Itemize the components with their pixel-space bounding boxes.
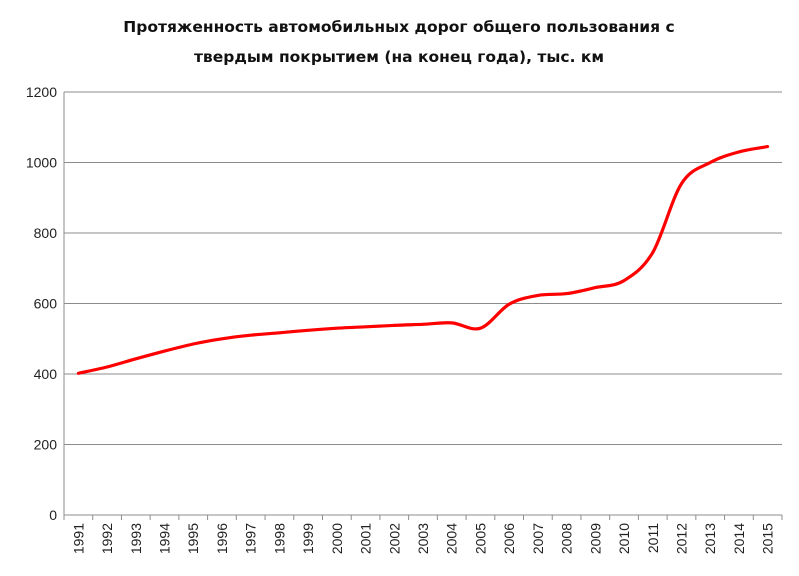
x-tick-label: 2008 xyxy=(559,523,575,554)
y-tick-label: 400 xyxy=(34,366,58,382)
y-tick-label: 200 xyxy=(34,437,58,453)
x-tick-label: 2009 xyxy=(587,523,603,554)
x-tick-label: 1999 xyxy=(300,523,316,554)
y-tick-label: 1200 xyxy=(26,84,57,100)
x-tick-label: 2010 xyxy=(616,523,632,554)
x-tick-label: 2005 xyxy=(472,523,488,554)
y-tick-label: 600 xyxy=(34,296,58,312)
x-tick-label: 1998 xyxy=(271,523,287,554)
x-tick-label: 2001 xyxy=(358,523,374,554)
x-tick-label: 2014 xyxy=(731,523,747,554)
chart-title-line-1: Протяженность автомобильных дорог общего… xyxy=(123,18,674,36)
x-tick-label: 1996 xyxy=(214,523,230,554)
y-tick-label: 800 xyxy=(34,225,58,241)
x-tick-label: 1997 xyxy=(243,523,259,554)
x-tick-label: 1994 xyxy=(157,523,173,554)
x-tick-label: 2015 xyxy=(760,523,776,554)
axes xyxy=(63,92,783,520)
x-tick-label: 2013 xyxy=(702,523,718,554)
x-tick-label: 2003 xyxy=(415,523,431,554)
x-tick-label: 1992 xyxy=(99,523,115,554)
chart-title-line-2: твердым покрытием (на конец года), тыс. … xyxy=(194,48,604,66)
x-tick-label: 2004 xyxy=(444,523,460,554)
series-lines xyxy=(76,145,770,375)
x-tick-label: 1993 xyxy=(128,523,144,554)
x-tick-label: 2007 xyxy=(530,523,546,554)
x-tick-label: 2012 xyxy=(673,523,689,554)
series-line-0 xyxy=(76,145,770,375)
y-tick-label: 1000 xyxy=(26,155,57,171)
y-axis-tick-labels: 0 200 400 600 800 1000 1200 xyxy=(26,84,57,523)
gridlines xyxy=(64,91,782,445)
x-tick-label: 2011 xyxy=(645,523,661,553)
x-tick-label: 2002 xyxy=(386,523,402,554)
y-tick-label: 0 xyxy=(49,507,57,523)
x-tick-label: 2000 xyxy=(329,523,345,554)
x-tick-label: 1995 xyxy=(185,523,201,554)
x-tick-label: 1991 xyxy=(70,523,86,554)
x-tick-label: 2006 xyxy=(501,523,517,554)
x-axis-tick-labels: 1991 1992 1993 1994 1995 1996 1997 1998 1999 2000… xyxy=(70,523,775,554)
